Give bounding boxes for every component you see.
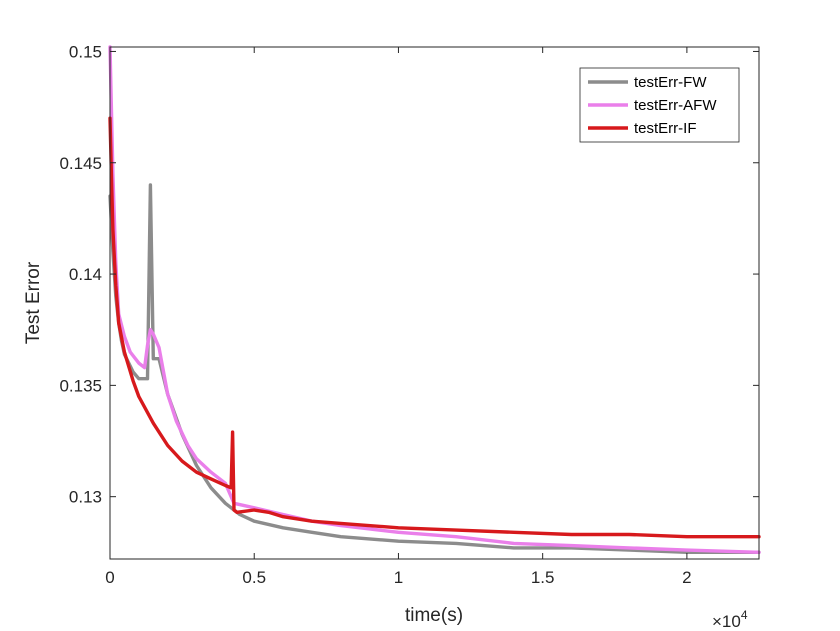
series-line-1	[108, 45, 761, 554]
series-layer	[108, 45, 761, 554]
tick-label-layer: 0 0.5 1 1.5 2 0.13 0.135 0.14 0.145 0.15	[59, 42, 691, 587]
y-tick-label: 0.14	[69, 265, 102, 284]
tick-layer	[109, 47, 759, 559]
y-tick-label: 0.135	[59, 376, 102, 395]
legend: testErr-FW testErr-AFW testErr-IF	[579, 67, 740, 143]
legend-label-2: testErr-IF	[634, 120, 697, 137]
series-line-2	[108, 116, 761, 539]
legend-label-1: testErr-AFW	[634, 97, 717, 114]
x-tick-label: 2	[682, 568, 691, 587]
x-exponent-base: ×10	[712, 612, 741, 631]
y-tick-label: 0.145	[59, 154, 102, 173]
x-tick-label: 1.5	[531, 568, 555, 587]
x-exponent-power: 4	[741, 608, 748, 622]
legend-label-0: testErr-FW	[634, 74, 707, 91]
y-tick-label: 0.13	[69, 488, 102, 507]
x-axis-label: time(s)	[405, 605, 463, 626]
x-tick-label: 1	[394, 568, 403, 587]
y-axis-label: Test Error	[23, 261, 44, 344]
plot-frame	[109, 46, 760, 560]
x-exponent-label: ×104	[712, 608, 748, 631]
legend-items: testErr-FW testErr-AFW testErr-IF	[588, 74, 717, 137]
y-tick-label: 0.15	[69, 42, 102, 61]
x-tick-label: 0	[105, 568, 114, 587]
x-tick-label: 0.5	[242, 568, 266, 587]
